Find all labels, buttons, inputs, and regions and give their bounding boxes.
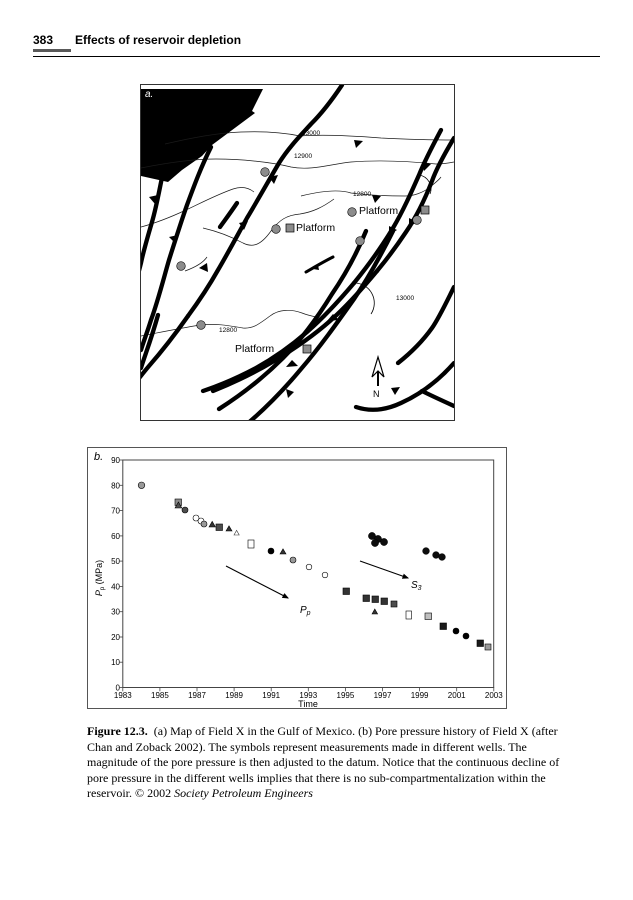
svg-text:Platform: Platform [359, 205, 398, 217]
svg-text:20: 20 [111, 633, 120, 642]
svg-text:Pp: Pp [300, 605, 311, 617]
svg-text:Time: Time [298, 699, 318, 708]
svg-text:1991: 1991 [262, 691, 280, 700]
svg-text:40: 40 [111, 582, 120, 591]
svg-text:1999: 1999 [411, 691, 429, 700]
svg-text:Platform: Platform [235, 343, 274, 355]
svg-text:1989: 1989 [225, 691, 243, 700]
svg-text:60: 60 [111, 532, 120, 541]
svg-text:13000: 13000 [396, 295, 414, 302]
svg-text:b.: b. [94, 451, 103, 463]
svg-text:70: 70 [111, 507, 120, 516]
svg-text:a.: a. [145, 89, 153, 100]
svg-text:30: 30 [111, 608, 120, 617]
svg-text:1987: 1987 [188, 691, 206, 700]
svg-text:10: 10 [111, 658, 120, 667]
svg-text:80: 80 [111, 481, 120, 490]
svg-text:Pp (MPa): Pp (MPa) [94, 560, 106, 596]
svg-text:12800: 12800 [219, 327, 237, 334]
svg-text:90: 90 [111, 456, 120, 465]
svg-text:Platform: Platform [296, 222, 335, 234]
svg-text:1983: 1983 [114, 691, 132, 700]
svg-text:S3: S3 [411, 580, 422, 592]
svg-text:N: N [373, 389, 380, 399]
svg-text:50: 50 [111, 557, 120, 566]
svg-text:1997: 1997 [374, 691, 392, 700]
svg-text:12800: 12800 [353, 191, 371, 198]
svg-text:2003: 2003 [485, 691, 503, 700]
svg-text:12900: 12900 [294, 153, 312, 160]
svg-text:2001: 2001 [448, 691, 466, 700]
svg-text:1985: 1985 [151, 691, 169, 700]
svg-text:1995: 1995 [337, 691, 355, 700]
